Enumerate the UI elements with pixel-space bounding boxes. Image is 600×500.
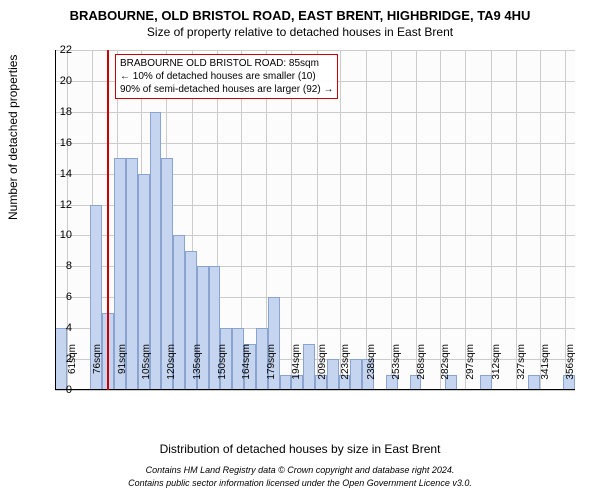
y-tick-label: 8 (42, 260, 72, 272)
y-tick-label: 20 (42, 75, 72, 87)
x-tick-label: 312sqm (491, 344, 502, 394)
y-axis-line (55, 50, 56, 390)
y-tick-label: 12 (42, 199, 72, 211)
annotation-box: BRABOURNE OLD BRISTOL ROAD: 85sqm← 10% o… (115, 54, 338, 99)
x-tick-label: 297sqm (465, 344, 476, 394)
gridline-vertical (67, 50, 68, 390)
y-tick-label: 18 (42, 106, 72, 118)
gridline-horizontal (55, 50, 575, 51)
gridline-vertical (565, 50, 566, 390)
x-tick-label: 223sqm (340, 344, 351, 394)
y-tick-label: 4 (42, 322, 72, 334)
x-tick-label: 356sqm (565, 344, 576, 394)
gridline-vertical (416, 50, 417, 390)
histogram-bar (327, 359, 339, 390)
x-tick-label: 61sqm (67, 344, 78, 394)
gridline-vertical (540, 50, 541, 390)
chart-title: BRABOURNE, OLD BRISTOL ROAD, EAST BRENT,… (0, 0, 600, 23)
x-axis-label: Distribution of detached houses by size … (0, 442, 600, 456)
x-tick-label: 135sqm (192, 344, 203, 394)
y-tick-label: 14 (42, 168, 72, 180)
gridline-vertical (465, 50, 466, 390)
x-tick-label: 150sqm (217, 344, 228, 394)
chart-subtitle: Size of property relative to detached ho… (0, 23, 600, 39)
gridline-vertical (366, 50, 367, 390)
x-tick-label: 268sqm (416, 344, 427, 394)
histogram-bar (350, 359, 362, 390)
histogram-bar (528, 375, 540, 390)
annotation-line: 90% of semi-detached houses are larger (… (120, 83, 333, 96)
x-tick-label: 253sqm (391, 344, 402, 394)
y-tick-label: 16 (42, 137, 72, 149)
x-tick-label: 238sqm (366, 344, 377, 394)
reference-line (107, 50, 109, 390)
y-tick-label: 10 (42, 229, 72, 241)
x-tick-label: 76sqm (92, 344, 103, 394)
chart-area: BRABOURNE OLD BRISTOL ROAD: 85sqm← 10% o… (55, 50, 575, 390)
gridline-vertical (340, 50, 341, 390)
annotation-line: BRABOURNE OLD BRISTOL ROAD: 85sqm (120, 57, 333, 70)
y-tick-label: 6 (42, 291, 72, 303)
x-tick-label: 209sqm (317, 344, 328, 394)
gridline-vertical (317, 50, 318, 390)
x-tick-label: 327sqm (516, 344, 527, 394)
x-tick-label: 91sqm (117, 344, 128, 394)
gridline-horizontal (55, 143, 575, 144)
plot-area: BRABOURNE OLD BRISTOL ROAD: 85sqm← 10% o… (55, 50, 575, 390)
gridline-vertical (440, 50, 441, 390)
gridline-vertical (516, 50, 517, 390)
footer-copyright-2: Contains public sector information licen… (0, 478, 600, 488)
annotation-line: ← 10% of detached houses are smaller (10… (120, 70, 333, 83)
gridline-horizontal (55, 112, 575, 113)
gridline-vertical (391, 50, 392, 390)
gridline-vertical (491, 50, 492, 390)
x-tick-label: 120sqm (166, 344, 177, 394)
histogram-bar (280, 375, 292, 390)
x-tick-label: 282sqm (440, 344, 451, 394)
x-tick-label: 105sqm (141, 344, 152, 394)
gridline-vertical (291, 50, 292, 390)
x-tick-label: 341sqm (540, 344, 551, 394)
x-tick-label: 164sqm (241, 344, 252, 394)
histogram-bar (303, 344, 315, 390)
y-axis-label: Number of detached properties (6, 55, 20, 220)
x-tick-label: 194sqm (291, 344, 302, 394)
footer-copyright-1: Contains HM Land Registry data © Crown c… (0, 465, 600, 475)
y-tick-label: 22 (42, 44, 72, 56)
x-tick-label: 179sqm (266, 344, 277, 394)
